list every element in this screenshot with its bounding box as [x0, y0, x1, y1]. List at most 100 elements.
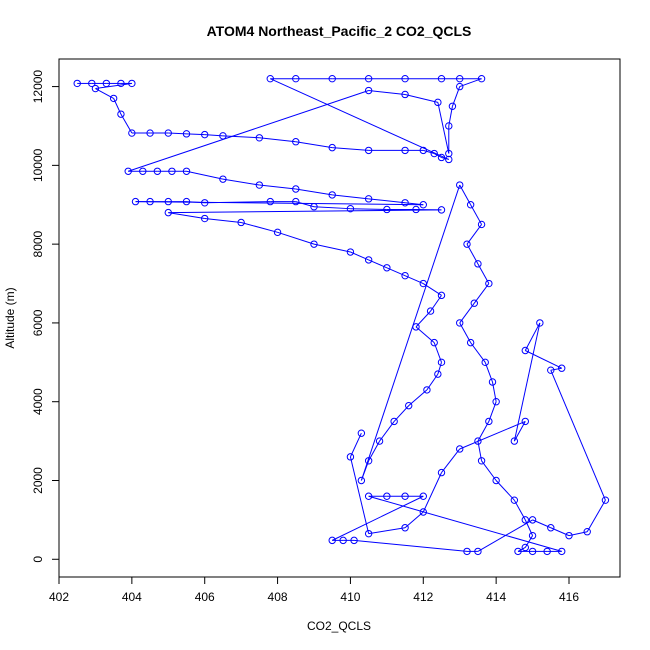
series-line-segment — [441, 448, 461, 473]
data-point — [219, 132, 227, 140]
data-point — [448, 102, 457, 110]
data-point — [423, 386, 431, 394]
data-point — [492, 476, 500, 485]
x-tick-label: 416 — [559, 590, 579, 604]
data-point — [164, 129, 172, 137]
data-point — [601, 496, 610, 504]
series-line-segment — [313, 206, 351, 210]
data-point — [536, 319, 544, 327]
data-point — [474, 260, 482, 268]
series-line-segment — [331, 495, 424, 541]
data-point — [117, 110, 125, 118]
series-line-segment — [481, 460, 497, 481]
series-line-segment — [524, 322, 541, 351]
data-point — [73, 79, 81, 88]
x-tick-label: 412 — [413, 590, 433, 604]
data-point — [346, 248, 355, 256]
data-point — [466, 338, 475, 347]
x-tick-label: 410 — [340, 590, 360, 604]
series-line-segment — [349, 433, 362, 458]
data-point — [153, 167, 162, 175]
series-line-segment — [259, 184, 296, 190]
data-point — [219, 175, 227, 183]
data-point — [182, 167, 191, 175]
data-point — [131, 197, 140, 206]
data-point — [164, 197, 172, 206]
data-point — [419, 201, 427, 209]
data-point — [521, 543, 529, 552]
data-point — [266, 197, 274, 206]
data-point — [364, 492, 373, 500]
series-line-segment — [433, 153, 442, 158]
data-point — [401, 524, 409, 532]
series-points — [73, 74, 610, 556]
x-tick-label: 404 — [122, 590, 142, 604]
series-line-segment — [350, 208, 387, 210]
data-point — [357, 429, 366, 437]
data-point — [346, 453, 355, 461]
series-line-segment — [470, 342, 486, 363]
data-point — [430, 338, 438, 347]
data-point — [510, 496, 519, 504]
data-point — [437, 153, 446, 162]
data-point — [456, 445, 464, 453]
y-axis-label: Altitude (m) — [3, 287, 17, 348]
series-line-segment — [95, 82, 132, 90]
x-tick-label: 414 — [486, 590, 506, 604]
plot-frame — [58, 58, 621, 578]
chart-title: ATOM4 Northeast_Pacific_2 CO2_QCLS — [207, 23, 472, 39]
data-point — [419, 279, 427, 288]
data-point — [463, 547, 471, 556]
data-point — [547, 524, 555, 532]
data-point — [528, 547, 537, 556]
data-point — [310, 240, 318, 248]
data-point — [474, 547, 482, 556]
series-line-segment — [459, 78, 482, 88]
series-line-segment — [295, 188, 333, 196]
data-point — [456, 82, 464, 91]
data-point — [292, 138, 300, 146]
data-point — [510, 437, 519, 445]
series-line-segment — [360, 184, 461, 481]
data-point — [528, 516, 537, 524]
series-line-segment — [128, 90, 369, 172]
data-point — [401, 90, 409, 99]
series-line-segment — [222, 178, 260, 186]
series-line-segment — [495, 480, 515, 501]
data-point — [558, 547, 566, 556]
series-line-segment — [204, 201, 271, 204]
series-line-segment — [368, 198, 406, 204]
series-line-segment — [415, 326, 435, 343]
series-line-segment — [368, 440, 381, 462]
series-line-segment — [550, 367, 562, 371]
data-point — [405, 401, 413, 410]
series-line-segment — [404, 511, 424, 529]
series-line-segment — [422, 472, 442, 513]
data-point — [182, 197, 191, 206]
series-line-segment — [277, 231, 315, 245]
data-point — [117, 79, 125, 88]
series-line-segment — [404, 93, 438, 103]
series-line-segment — [466, 243, 479, 265]
data-point — [383, 205, 391, 214]
series-line-segment — [204, 218, 242, 223]
data-point — [437, 468, 446, 477]
data-point — [266, 74, 274, 83]
series-line-segment — [466, 224, 482, 245]
data-point — [109, 94, 118, 103]
data-point — [445, 122, 453, 130]
series-line-segment — [525, 350, 562, 369]
y-tick-label: 6000 — [31, 309, 45, 336]
data-point — [292, 185, 300, 193]
data-point — [514, 547, 522, 556]
series-line-segment — [459, 184, 472, 205]
data-point — [583, 527, 591, 536]
data-point — [547, 366, 555, 374]
data-point — [364, 529, 373, 538]
data-point — [543, 547, 551, 556]
series-line-segment — [477, 263, 490, 284]
data-point — [364, 74, 373, 83]
data-point — [146, 197, 154, 206]
series-line-segment — [379, 421, 395, 442]
